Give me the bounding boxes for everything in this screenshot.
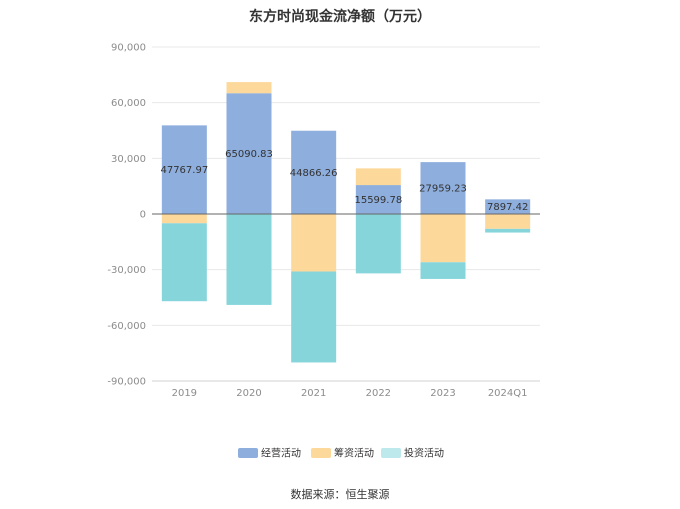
bar-筹资活动-2021 — [291, 214, 337, 272]
x-tick-label: 2019 — [172, 388, 197, 399]
data-label: 15599.78 — [354, 195, 402, 206]
bar-经营活动-2021 — [291, 130, 337, 214]
legend-item-经营活动[interactable]: 经营活动 — [238, 447, 301, 460]
data-label: 44866.26 — [290, 168, 338, 179]
y-tick-label: 0 — [140, 210, 146, 221]
x-tick-label: 2024Q1 — [488, 388, 528, 399]
data-label: 47767.97 — [160, 165, 208, 176]
bar-筹资活动-2024Q1 — [485, 214, 531, 229]
bar-经营活动-2020 — [226, 93, 272, 214]
legend-item-投资活动[interactable]: 投资活动 — [381, 447, 444, 460]
data-labels: 47767.97 65090.83 44866.26 15599.78 27959.23… — [160, 149, 528, 213]
gridlines — [152, 46, 540, 382]
legend-swatch — [311, 448, 331, 458]
legend-label: 经营活动 — [261, 447, 301, 460]
y-tick-label: -90,000 — [107, 377, 146, 388]
x-tick-label: 2023 — [430, 388, 455, 399]
x-tick-label: 2021 — [301, 388, 326, 399]
x-tick-label: 2020 — [236, 388, 261, 399]
bar-筹资活动-2023 — [420, 214, 466, 263]
bar-筹资活动-2019 — [161, 214, 207, 224]
bar-经营活动-2023 — [420, 162, 466, 214]
legend-label: 投资活动 — [404, 447, 444, 460]
legend: 经营活动 筹资活动 投资活动 — [238, 447, 444, 460]
y-tick-label: 30,000 — [111, 154, 146, 165]
bar-筹资活动-2022 — [355, 168, 401, 186]
legend-swatch — [238, 448, 258, 458]
bar-投资活动-2021 — [291, 271, 337, 363]
legend-item-筹资活动[interactable]: 筹资活动 — [311, 447, 374, 460]
bar-经营活动-2022 — [355, 185, 401, 214]
y-tick-label: 60,000 — [111, 98, 146, 109]
data-label: 65090.83 — [225, 149, 273, 160]
bar-经营活动-2019 — [161, 125, 207, 214]
y-tick-label: 90,000 — [111, 43, 146, 54]
bar-投资活动-2022 — [355, 214, 401, 274]
legend-label: 筹资活动 — [334, 447, 374, 460]
data-label: 7897.42 — [487, 202, 528, 213]
data-label: 27959.23 — [419, 184, 467, 195]
bar-投资活动-2024Q1 — [485, 228, 531, 233]
bar-筹资活动-2020 — [226, 82, 272, 94]
bar-投资活动-2020 — [226, 214, 272, 305]
bar-投资活动-2023 — [420, 262, 466, 279]
y-tick-label: -60,000 — [107, 321, 146, 332]
y-tick-label: -30,000 — [107, 265, 146, 276]
bars — [161, 82, 531, 363]
axes: 90,000 60,000 30,000 0 -30,000 -60,000 -90,000… — [107, 43, 540, 399]
chart-title: 东方时尚现金流净额（万元） — [249, 9, 431, 25]
x-tick-label: 2022 — [366, 388, 391, 399]
legend-swatch — [381, 448, 401, 458]
bar-经营活动-2024Q1 — [485, 199, 531, 214]
bar-投资活动-2019 — [161, 223, 207, 302]
data-source: 数据来源：恒生聚源 — [290, 488, 390, 501]
